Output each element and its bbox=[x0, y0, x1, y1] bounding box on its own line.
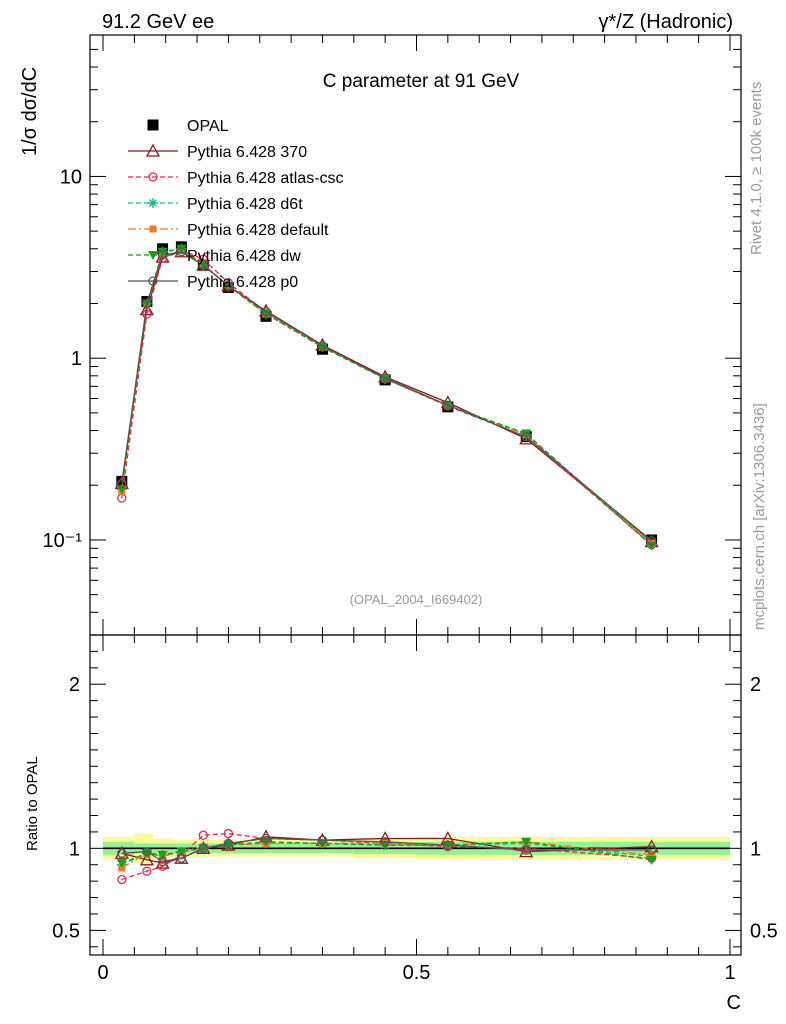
x-tick-label: 1 bbox=[724, 962, 735, 984]
main-series-line bbox=[121, 249, 653, 546]
ratio-y-tick-label: 1 bbox=[69, 838, 80, 860]
main-point bbox=[261, 309, 272, 319]
x-axis-label: C bbox=[727, 992, 741, 1014]
rivet-label: Rivet 4.1.0, ≥ 100k events bbox=[748, 82, 765, 255]
legend-label: Pythia 6.428 dw bbox=[187, 248, 301, 265]
legend-label: Pythia 6.428 370 bbox=[187, 144, 307, 161]
ratio-panel: 0.5 0.5 1 1 2 2 0 0.5 1 Ratio to OPAL C bbox=[24, 634, 778, 1014]
legend-label: Pythia 6.428 default bbox=[187, 222, 329, 239]
y-tick-label: 10 bbox=[60, 166, 82, 188]
legend-label: OPAL bbox=[187, 118, 229, 135]
ratio-y-tick-label-right: 2 bbox=[750, 674, 761, 696]
ratio-point bbox=[157, 850, 168, 860]
ratio-y-tick-label-right: 0.5 bbox=[750, 920, 778, 942]
main-point bbox=[646, 536, 657, 546]
ratio-y-tick-label: 0.5 bbox=[52, 920, 80, 942]
ratio-point bbox=[155, 855, 170, 869]
ratio-y-tick-label-right: 1 bbox=[750, 838, 761, 860]
ratio-point bbox=[521, 845, 531, 855]
ratio-point bbox=[380, 837, 390, 847]
x-tick-label: 0.5 bbox=[403, 962, 431, 984]
ratio-point bbox=[223, 838, 234, 849]
main-point bbox=[223, 281, 234, 291]
ratio-point bbox=[142, 846, 152, 857]
main-point bbox=[142, 298, 152, 309]
ratio-point bbox=[648, 851, 656, 859]
main-series-line bbox=[121, 248, 653, 545]
main-series-line bbox=[121, 248, 653, 544]
y-tick-label: 10⁻¹ bbox=[43, 530, 83, 552]
main-point bbox=[317, 341, 328, 351]
ratio-point bbox=[198, 830, 208, 840]
ratio-point bbox=[198, 843, 208, 853]
main-series-line bbox=[121, 251, 653, 543]
legend-marker bbox=[147, 119, 159, 131]
main-point bbox=[261, 307, 271, 317]
ratio-point bbox=[157, 861, 168, 872]
main-point bbox=[176, 244, 187, 254]
ratio-point bbox=[116, 859, 127, 869]
ratio-point bbox=[176, 853, 187, 863]
ratio-y-axis-label: Ratio to OPAL bbox=[24, 756, 41, 851]
legend-marker bbox=[148, 276, 158, 286]
y-axis-label: 1/σ dσ/dC bbox=[19, 67, 41, 156]
main-point bbox=[521, 432, 531, 442]
ratio-point bbox=[117, 874, 127, 885]
y-tick-label: 1 bbox=[71, 348, 82, 370]
main-point bbox=[117, 493, 127, 503]
reference-tag: (OPAL_2004_I669402) bbox=[350, 592, 483, 607]
ratio-point bbox=[261, 833, 271, 844]
ratio-point bbox=[646, 845, 657, 855]
main-point bbox=[116, 485, 127, 495]
ratio-frame bbox=[89, 634, 742, 956]
legend-marker bbox=[149, 225, 157, 233]
legend-label: Pythia 6.428 p0 bbox=[187, 274, 298, 291]
ratio-series-5 bbox=[117, 833, 657, 867]
main-series-6 bbox=[117, 247, 657, 546]
main-point bbox=[317, 343, 328, 353]
ratio-point bbox=[646, 855, 657, 865]
ratio-series-line bbox=[121, 841, 652, 869]
ratio-y-tick-label: 2 bbox=[69, 674, 80, 696]
legend-marker bbox=[148, 251, 158, 260]
ratio-point bbox=[443, 840, 453, 850]
ratio-series-line bbox=[121, 837, 652, 863]
legend-marker bbox=[145, 143, 161, 157]
main-point bbox=[443, 400, 453, 411]
main-panel: 10⁻¹ 1 10 C parameter at 91 GeV (OPAL_2004… bbox=[19, 34, 742, 636]
legend-label: Pythia 6.428 d6t bbox=[187, 196, 303, 213]
main-point bbox=[176, 247, 187, 257]
header-right: γ*/Z (Hadronic) bbox=[599, 11, 733, 33]
main-point bbox=[521, 429, 532, 439]
main-point bbox=[117, 478, 127, 488]
main-point bbox=[157, 250, 168, 260]
header-left: 91.2 GeV ee bbox=[102, 11, 214, 33]
mcplots-label: mcplots.cern.ch [arXiv:1306.3436] bbox=[751, 403, 768, 630]
legend-marker bbox=[148, 172, 158, 182]
ratio-point bbox=[317, 835, 328, 845]
ratio-point bbox=[521, 837, 532, 847]
ratio-point bbox=[139, 852, 154, 866]
main-series-line bbox=[121, 248, 653, 547]
ratio-point bbox=[176, 847, 187, 857]
ratio-point bbox=[157, 856, 168, 867]
main-point bbox=[380, 373, 390, 383]
legend: OPAL Pythia 6.428 370 Pythia 6.428 atlas-c… bbox=[128, 118, 344, 291]
ratio-point bbox=[142, 866, 152, 876]
chart-title: C parameter at 91 GeV bbox=[323, 71, 520, 92]
main-point bbox=[198, 260, 208, 270]
ratio-point bbox=[223, 828, 234, 839]
x-tick-label: 0 bbox=[97, 962, 108, 984]
ratio-point bbox=[117, 848, 127, 858]
legend-label: Pythia 6.428 atlas-csc bbox=[187, 170, 344, 187]
main-point bbox=[142, 309, 152, 319]
main-point bbox=[157, 247, 168, 257]
main-series-line bbox=[121, 251, 653, 542]
main-series-2 bbox=[117, 245, 657, 550]
ratio-series-line bbox=[121, 832, 652, 881]
legend-marker bbox=[148, 198, 158, 208]
